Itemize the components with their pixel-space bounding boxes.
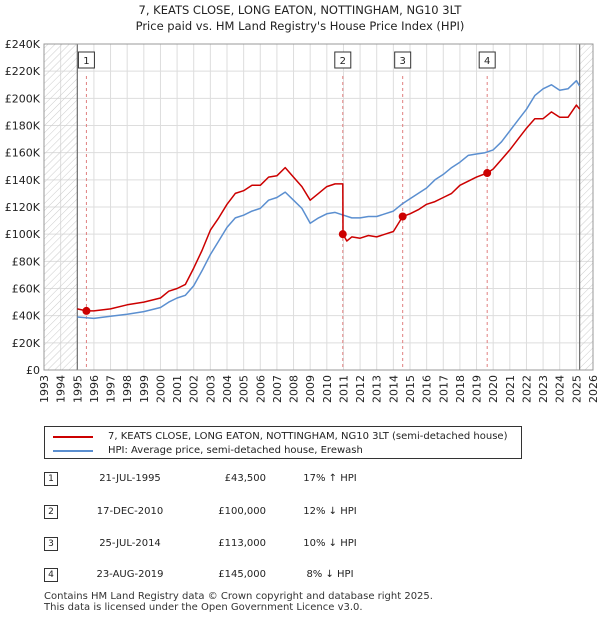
sale-point xyxy=(483,169,492,178)
x-tick-label: 2014 xyxy=(387,375,400,403)
x-tick-label: 2010 xyxy=(321,375,334,403)
x-tick-label: 2004 xyxy=(221,375,234,403)
footer-copyright: Contains HM Land Registry data © Crown c… xyxy=(44,591,433,602)
footer-licence: This data is licensed under the Open Gov… xyxy=(44,602,363,613)
legend-swatch-hpi xyxy=(53,450,93,452)
sale-price: £113,000 xyxy=(218,538,266,549)
x-tick-label: 2005 xyxy=(238,375,251,403)
sale-hpi-diff: 10% ↓ HPI xyxy=(303,538,357,549)
property-series-line xyxy=(77,104,581,312)
x-tick-label: 2021 xyxy=(504,375,517,403)
x-tick-label: 2023 xyxy=(537,375,550,403)
x-tick-label: 2007 xyxy=(271,375,284,403)
footer: Contains HM Land Registry data © Crown c… xyxy=(44,591,433,613)
sale-marker-box xyxy=(77,51,95,69)
y-tick-label: £140K xyxy=(5,174,41,187)
x-tick-label: 1995 xyxy=(71,375,84,403)
sale-marker-box xyxy=(334,51,352,69)
x-tick-label: 2016 xyxy=(421,375,434,403)
y-tick-label: £0 xyxy=(26,364,40,377)
y-tick-label: £220K xyxy=(5,65,41,78)
x-tick-label: 2024 xyxy=(554,375,567,403)
x-tick-label: 2001 xyxy=(171,375,184,403)
sale-number-badge: 4 xyxy=(44,568,58,582)
y-tick-label: £80K xyxy=(12,255,41,268)
x-tick-label: 2012 xyxy=(354,375,367,403)
x-tick-label: 2026 xyxy=(587,375,600,403)
sale-marker-label: 3 xyxy=(399,56,405,67)
sale-date: 23-AUG-2019 xyxy=(96,569,164,580)
y-tick-label: £180K xyxy=(5,120,41,133)
x-tick-label: 2013 xyxy=(371,375,384,403)
sale-number-badge: 2 xyxy=(44,505,58,519)
x-tick-label: 2006 xyxy=(254,375,267,403)
x-tick-label: 1997 xyxy=(105,375,118,403)
x-tick-label: 2008 xyxy=(288,375,301,403)
sale-marker: 1 xyxy=(77,51,95,69)
x-tick-label: 1999 xyxy=(138,375,151,403)
x-tick-label: 2022 xyxy=(520,375,533,403)
y-tick-label: £40K xyxy=(12,310,41,323)
sale-marker-label: 1 xyxy=(83,56,89,67)
sale-number-badge: 3 xyxy=(44,537,58,551)
sale-hpi-diff: 8% ↓ HPI xyxy=(306,569,354,580)
x-tick-label: 2000 xyxy=(154,375,167,403)
y-tick-label: £160K xyxy=(5,147,41,160)
y-tick-label: £60K xyxy=(12,283,41,296)
sales-row: 4 23-AUG-2019 £145,000 8% ↓ HPI xyxy=(44,566,564,584)
x-tick-label: 2020 xyxy=(487,375,500,403)
sale-hpi-diff: 17% ↑ HPI xyxy=(303,473,357,484)
x-tick-label: 2017 xyxy=(437,375,450,403)
y-tick-label: £20K xyxy=(12,337,41,350)
chart-subtitle: Price paid vs. HM Land Registry's House … xyxy=(136,19,465,33)
hpi-series-line xyxy=(77,79,581,320)
sale-date: 25-JUL-2014 xyxy=(99,538,161,549)
sale-point xyxy=(82,306,91,315)
sale-marker-box xyxy=(478,51,496,69)
legend-swatch-property xyxy=(53,436,93,438)
sale-marker: 2 xyxy=(334,51,352,69)
legend-label-hpi: HPI: Average price, semi-detached house,… xyxy=(108,445,363,456)
x-tick-label: 1994 xyxy=(55,375,68,403)
sale-hpi-diff: 12% ↓ HPI xyxy=(303,506,357,517)
x-tick-label: 2015 xyxy=(404,375,417,403)
x-tick-label: 2025 xyxy=(570,375,583,403)
sale-marker: 4 xyxy=(478,51,496,69)
plot-frame xyxy=(43,43,594,371)
x-tick-label: 2009 xyxy=(304,375,317,403)
sale-date: 17-DEC-2010 xyxy=(96,506,164,517)
x-tick-label: 2002 xyxy=(188,375,201,403)
sale-price: £100,000 xyxy=(218,506,266,517)
sale-marker-box xyxy=(394,51,412,69)
y-tick-label: £100K xyxy=(5,228,41,241)
x-tick-label: 2019 xyxy=(471,375,484,403)
sale-number-badge: 1 xyxy=(44,472,58,486)
sale-price: £145,000 xyxy=(218,569,266,580)
x-tick-label: 2011 xyxy=(337,375,350,403)
pre-data-hatch xyxy=(44,44,78,370)
sale-marker: 3 xyxy=(394,51,412,69)
y-tick-label: £200K xyxy=(5,92,41,105)
sale-marker-label: 4 xyxy=(484,56,490,67)
x-tick-label: 2003 xyxy=(204,375,217,403)
y-tick-label: £240K xyxy=(5,38,41,51)
x-tick-label: 2018 xyxy=(454,375,467,403)
sale-date: 21-JUL-1995 xyxy=(99,473,161,484)
y-tick-label: £120K xyxy=(5,201,41,214)
sale-marker-label: 2 xyxy=(340,56,346,67)
sale-price: £43,500 xyxy=(224,473,266,484)
sale-point xyxy=(338,230,347,239)
price-chart: 7, KEATS CLOSE, LONG EATON, NOTTINGHAM, … xyxy=(5,3,600,403)
x-tick-label: 1993 xyxy=(38,375,51,403)
x-tick-label: 1996 xyxy=(88,375,101,403)
legend-label-property: 7, KEATS CLOSE, LONG EATON, NOTTINGHAM, … xyxy=(108,431,508,442)
post-data-hatch xyxy=(579,44,593,370)
sales-row: 3 25-JUL-2014 £113,000 10% ↓ HPI xyxy=(44,535,564,553)
sales-row: 1 21-JUL-1995 £43,500 17% ↑ HPI xyxy=(44,470,564,488)
sale-point xyxy=(398,212,407,221)
legend: 7, KEATS CLOSE, LONG EATON, NOTTINGHAM, … xyxy=(44,426,522,459)
x-tick-label: 1998 xyxy=(121,375,134,403)
sales-row: 2 17-DEC-2010 £100,000 12% ↓ HPI xyxy=(44,503,564,521)
chart-title: 7, KEATS CLOSE, LONG EATON, NOTTINGHAM, … xyxy=(139,3,463,17)
